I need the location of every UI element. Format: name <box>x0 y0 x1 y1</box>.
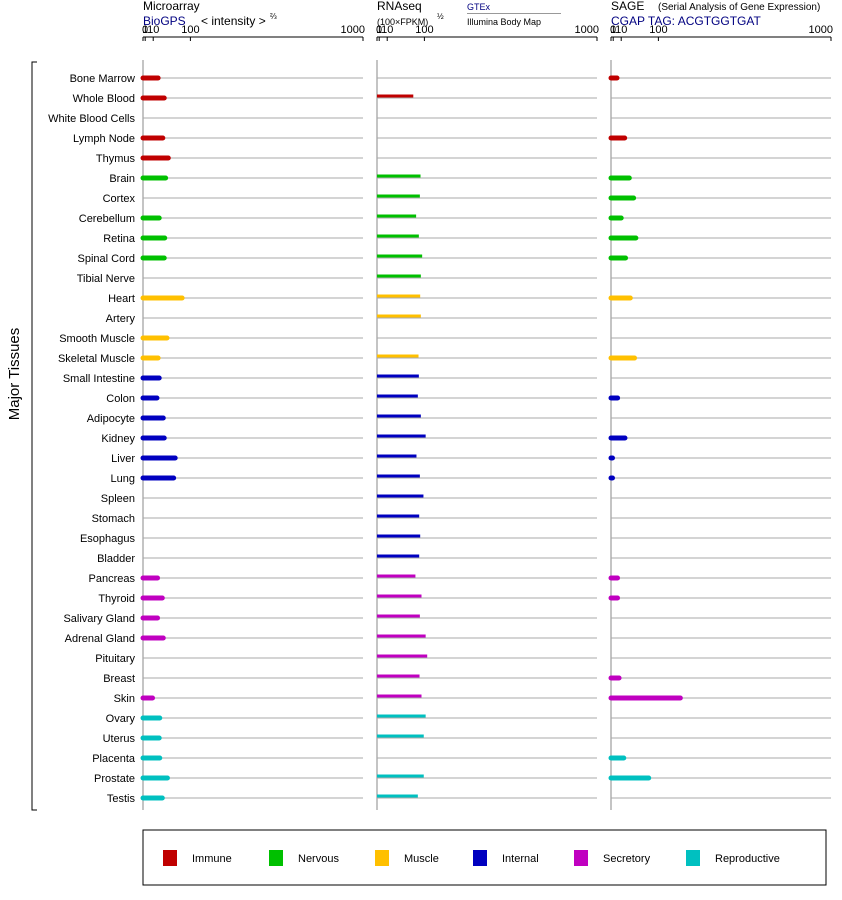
panel-sage: SAGE (Serial Analysis of Gene Expression)… <box>608 0 833 810</box>
tissue-label: Esophagus <box>80 533 136 545</box>
legend-swatch-reproductive <box>686 850 700 866</box>
tissue-label: Brain <box>109 173 135 185</box>
tissue-label: Retina <box>103 233 136 245</box>
legend-label-immune: Immune <box>192 853 232 865</box>
tissue-label: Placenta <box>92 753 136 765</box>
tissue-label: Cerebellum <box>79 213 135 225</box>
tissue-label: Salivary Gland <box>63 613 135 625</box>
x-tick-label: 1000 <box>575 24 599 36</box>
tissue-label: Tibial Nerve <box>77 273 135 285</box>
tissue-label: Uterus <box>103 733 136 745</box>
x-tick-label: 1000 <box>809 24 833 36</box>
tissue-label: Thymus <box>96 153 136 165</box>
tissue-label: Spleen <box>101 493 135 505</box>
panel-source: CGAP TAG: ACGTGGTGAT <box>611 14 761 28</box>
legend-swatch-internal <box>473 850 487 866</box>
tissue-label: Bone Marrow <box>70 73 135 85</box>
x-tick-label: 0 <box>142 24 148 36</box>
legend-label-secretory: Secretory <box>603 853 651 865</box>
tissue-label: Lymph Node <box>73 133 135 145</box>
tissue-label: Smooth Muscle <box>59 333 135 345</box>
panel-subtitle: (100×FPKM) <box>377 17 428 27</box>
x-tick-label: 1000 <box>341 24 365 36</box>
legend-label-muscle: Muscle <box>404 853 439 865</box>
tissue-label: Artery <box>106 313 136 325</box>
legend-label-reproductive: Reproductive <box>715 853 780 865</box>
tissue-label: Lung <box>111 473 135 485</box>
tissue-label: Skeletal Muscle <box>58 353 135 365</box>
x-tick-label: 100 <box>649 24 667 36</box>
y-axis-label-group: Major Tissues <box>6 61 37 811</box>
x-tick-label: 0 <box>376 24 382 36</box>
tissue-label: Bladder <box>97 553 135 565</box>
tissue-label: Prostate <box>94 773 135 785</box>
legend: Immune Nervous Muscle Internal Secretory Repr… <box>142 829 827 886</box>
y-axis-label: Major Tissues <box>6 328 23 421</box>
tissue-label: Thyroid <box>98 593 135 605</box>
legend-gtex: GTEx <box>467 2 491 12</box>
tissue-label: Cortex <box>103 193 136 205</box>
tissue-label: Whole Blood <box>73 93 135 105</box>
legend-swatch-secretory <box>574 850 588 866</box>
tissue-labels: Bone Marrow Whole Blood White Blood Cells L… <box>48 73 136 805</box>
tissue-label: Spinal Cord <box>78 253 135 265</box>
x-tick-label: 1 <box>376 24 382 36</box>
legend-swatch-nervous <box>269 850 283 866</box>
tissue-label: Ovary <box>106 713 136 725</box>
panel-source: BioGPS <box>143 14 186 28</box>
x-tick-label: 1 <box>610 24 616 36</box>
legend-label-nervous: Nervous <box>298 853 339 865</box>
x-tick-label: 10 <box>615 24 627 36</box>
tissue-label: Stomach <box>92 513 135 525</box>
tissue-label: Adipocyte <box>87 413 135 425</box>
tissue-label: Adrenal Gland <box>65 633 135 645</box>
tissue-label: White Blood Cells <box>48 113 135 125</box>
panel-subtitle: < intensity > <box>201 14 266 28</box>
x-tick-label: 10 <box>147 24 159 36</box>
tissue-label: Testis <box>107 793 136 805</box>
tissue-label: Breast <box>103 673 135 685</box>
panel-title: SAGE <box>611 0 644 13</box>
tissue-label: Skin <box>114 693 135 705</box>
panel-note: (Serial Analysis of Gene Expression) <box>658 2 820 13</box>
tissue-label: Pancreas <box>89 573 136 585</box>
panel-subtitle-exponent: ⅔ <box>270 12 277 21</box>
legend-label-internal: Internal <box>502 853 539 865</box>
x-tick-label: 100 <box>181 24 199 36</box>
tissue-label: Small Intestine <box>63 373 135 385</box>
tissue-label: Pituitary <box>95 653 135 665</box>
x-tick-label: 100 <box>415 24 433 36</box>
legend-illumina: Illumina Body Map <box>467 17 541 27</box>
tissue-label: Heart <box>108 293 135 305</box>
panel-title: RNAseq <box>377 0 422 13</box>
x-tick-label: 10 <box>381 24 393 36</box>
legend-swatch-immune <box>163 850 177 866</box>
y-axis-bracket <box>31 61 37 811</box>
x-tick-label: 1 <box>142 24 148 36</box>
legend-swatch-muscle <box>375 850 389 866</box>
x-tick-label: 0 <box>610 24 616 36</box>
panel-subtitle-exponent: ½ <box>437 12 444 21</box>
panel-title: Microarray <box>143 0 200 13</box>
tissue-label: Colon <box>106 393 135 405</box>
tissue-label: Liver <box>111 453 135 465</box>
tissue-label: Kidney <box>101 433 135 445</box>
